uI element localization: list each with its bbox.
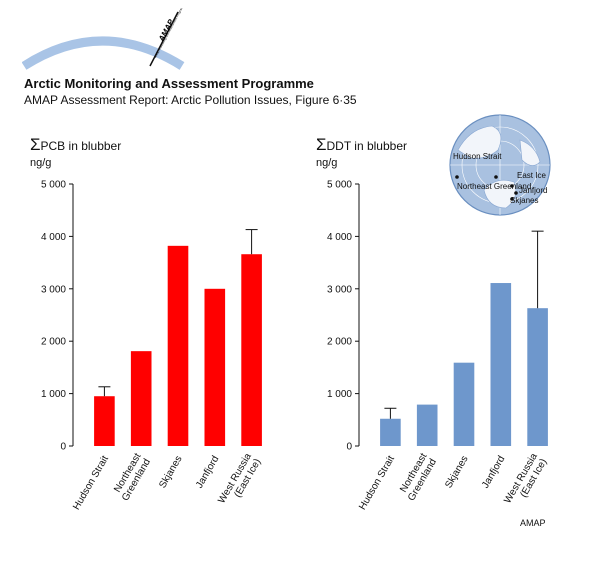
x-tick-label: Janfjord: [194, 454, 221, 490]
y-tick-label: 2 000: [41, 337, 66, 348]
y-tick-label: 5 000: [327, 180, 352, 191]
y-tick-label: 0: [346, 442, 352, 453]
bar: [380, 418, 401, 446]
map-landmass: [519, 139, 541, 166]
x-tick-label: NortheastGreenland: [111, 451, 154, 503]
map-site-skjanes: [510, 197, 514, 201]
map-label-janfjord: Janfjord: [519, 186, 547, 195]
arctic-map-inset: Hudson Strait Northeast Greenland East I…: [449, 114, 551, 216]
y-tick-label: 4 000: [327, 232, 352, 243]
logo-arc: [22, 36, 185, 70]
y-tick-label: 2 000: [327, 337, 352, 348]
sigma-symbol: Σ: [316, 135, 327, 154]
footer-credit: AMAP: [520, 518, 546, 528]
x-tick-label: Skjanes: [157, 454, 184, 490]
bar: [527, 308, 548, 446]
map-label-skjanes: Skjanes: [510, 196, 538, 205]
x-tick-label-line: Skjanes: [157, 454, 184, 490]
bar: [490, 283, 512, 446]
y-tick-label: 1 000: [327, 389, 352, 400]
y-tick-label: 3 000: [327, 284, 352, 295]
map-landmass: [483, 179, 517, 209]
bar: [416, 404, 438, 446]
report-title: Arctic Monitoring and Assessment Program…: [24, 76, 314, 91]
chart-panel-pcb: ΣPCB in blubber ng/g 0 1 000 2 000 3 000 4 000…: [30, 135, 263, 512]
x-tick-label-line: Hudson Strait: [71, 454, 111, 512]
y-tick-label: 4 000: [41, 232, 66, 243]
bar: [453, 362, 475, 446]
x-tick-label: Hudson Strait: [71, 454, 111, 512]
map-site-janfjord: [514, 191, 518, 195]
map-label-east-ice: East Ice: [517, 171, 546, 180]
chart-title: ΣPCB in blubber: [30, 135, 121, 154]
map-site-east-ice: [510, 184, 514, 188]
map-label-northeast-greenland: Northeast Greenland: [457, 182, 531, 191]
x-tick-label: Skjanes: [443, 454, 470, 490]
map-label-hudson-strait: Hudson Strait: [453, 152, 502, 161]
x-tick-label: West Russia(East Ice): [216, 451, 263, 511]
bar: [94, 396, 115, 446]
x-tick-label: Janfjord: [480, 454, 507, 490]
map-site-northeast-greenland: [494, 175, 498, 179]
x-tick-label: West Russia(East Ice): [502, 451, 549, 511]
y-tick-label: 5 000: [41, 180, 66, 191]
sigma-symbol: Σ: [30, 135, 41, 154]
x-tick-label-line: Janfjord: [194, 454, 221, 490]
y-tick-label: 0: [60, 442, 66, 453]
x-tick-label-line: Janfjord: [480, 454, 507, 490]
y-axis-unit: ng/g: [30, 157, 51, 169]
bar: [204, 288, 226, 446]
y-tick-label: 1 000: [41, 389, 66, 400]
chart-title: ΣDDT in blubber: [316, 135, 407, 154]
report-subtitle: AMAP Assessment Report: Arctic Pollution…: [24, 93, 357, 107]
bar: [167, 245, 189, 446]
chart-title-text: DDT in blubber: [327, 139, 407, 153]
map-site-hudson-strait: [455, 175, 459, 179]
x-tick-label-line: Hudson Strait: [357, 454, 397, 512]
y-axis-unit: ng/g: [316, 157, 337, 169]
logo-flagpole: [149, 11, 179, 67]
map-landmass: [457, 125, 502, 159]
x-tick-label-line: Skjanes: [443, 454, 470, 490]
bar: [130, 351, 152, 446]
amap-logo: AMAP Arctic Monitoring and Assessment Pr…: [22, 8, 186, 70]
chart-title-text: PCB in blubber: [41, 139, 122, 153]
x-tick-label: NortheastGreenland: [397, 451, 440, 503]
y-tick-label: 3 000: [41, 284, 66, 295]
x-tick-label: Hudson Strait: [357, 454, 397, 512]
bar: [241, 254, 262, 446]
